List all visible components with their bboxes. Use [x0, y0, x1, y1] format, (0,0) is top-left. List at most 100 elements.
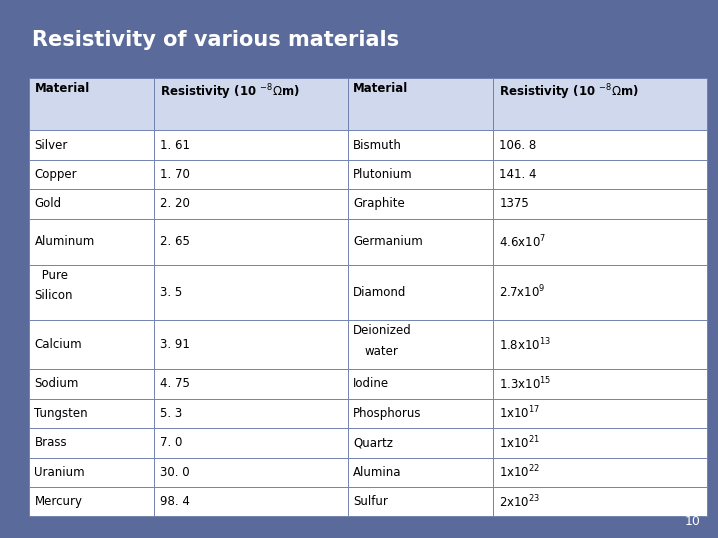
- Text: water: water: [364, 345, 398, 358]
- Bar: [29, 265, 154, 320]
- Text: Iodine: Iodine: [353, 378, 389, 391]
- Text: Material: Material: [353, 82, 409, 95]
- Text: 10: 10: [684, 515, 700, 528]
- Text: 106. 8: 106. 8: [499, 139, 536, 152]
- Text: Silicon: Silicon: [34, 289, 73, 302]
- Bar: [348, 428, 493, 458]
- Text: Phosphorus: Phosphorus: [353, 407, 422, 420]
- Bar: [154, 428, 348, 458]
- Text: Germanium: Germanium: [353, 235, 423, 248]
- Bar: [154, 487, 348, 516]
- Bar: [493, 399, 707, 428]
- Bar: [29, 320, 154, 369]
- Text: Aluminum: Aluminum: [34, 235, 95, 248]
- Text: Brass: Brass: [34, 436, 67, 449]
- Text: 30. 0: 30. 0: [160, 466, 190, 479]
- Bar: [348, 265, 493, 320]
- Bar: [29, 189, 154, 219]
- Text: 1x10$^{22}$: 1x10$^{22}$: [499, 464, 541, 480]
- Bar: [493, 369, 707, 399]
- Text: Resistivity (10 $^{-8}\Omega$m): Resistivity (10 $^{-8}\Omega$m): [499, 82, 639, 102]
- Text: 1x10$^{17}$: 1x10$^{17}$: [499, 405, 541, 422]
- Bar: [348, 487, 493, 516]
- Text: 98. 4: 98. 4: [160, 495, 190, 508]
- Text: 3. 5: 3. 5: [160, 286, 182, 299]
- Text: 1x10$^{21}$: 1x10$^{21}$: [499, 435, 541, 451]
- Bar: [348, 399, 493, 428]
- Text: 5. 3: 5. 3: [160, 407, 182, 420]
- Text: Mercury: Mercury: [34, 495, 83, 508]
- Bar: [493, 189, 707, 219]
- Text: 2. 65: 2. 65: [160, 235, 190, 248]
- Bar: [154, 458, 348, 487]
- Bar: [29, 458, 154, 487]
- Text: Quartz: Quartz: [353, 436, 393, 449]
- Text: Pure: Pure: [38, 269, 68, 282]
- Bar: [154, 189, 348, 219]
- Bar: [348, 458, 493, 487]
- Text: Sodium: Sodium: [34, 378, 79, 391]
- Text: Graphite: Graphite: [353, 197, 405, 210]
- Text: Resistivity (10 $^{-8}\Omega$m): Resistivity (10 $^{-8}\Omega$m): [160, 82, 299, 102]
- Bar: [154, 160, 348, 189]
- Bar: [348, 219, 493, 265]
- Bar: [348, 160, 493, 189]
- Text: 4. 75: 4. 75: [160, 378, 190, 391]
- Bar: [493, 160, 707, 189]
- Text: Diamond: Diamond: [353, 286, 406, 299]
- Text: 7. 0: 7. 0: [160, 436, 182, 449]
- Bar: [493, 78, 707, 130]
- Bar: [493, 320, 707, 369]
- Bar: [493, 219, 707, 265]
- Bar: [154, 78, 348, 130]
- Text: 2.7x10$^{9}$: 2.7x10$^{9}$: [499, 284, 546, 301]
- Bar: [154, 369, 348, 399]
- Bar: [29, 487, 154, 516]
- Text: Copper: Copper: [34, 168, 77, 181]
- Bar: [29, 160, 154, 189]
- Text: Silver: Silver: [34, 139, 67, 152]
- Bar: [29, 369, 154, 399]
- Bar: [154, 265, 348, 320]
- Text: 1. 70: 1. 70: [160, 168, 190, 181]
- Text: Material: Material: [34, 82, 90, 95]
- Bar: [348, 130, 493, 160]
- Text: 141. 4: 141. 4: [499, 168, 537, 181]
- Bar: [154, 219, 348, 265]
- Text: Deionized: Deionized: [353, 324, 412, 337]
- Bar: [493, 487, 707, 516]
- Bar: [29, 130, 154, 160]
- Text: 3. 91: 3. 91: [160, 338, 190, 351]
- Text: 1. 61: 1. 61: [160, 139, 190, 152]
- Bar: [493, 458, 707, 487]
- Text: Gold: Gold: [34, 197, 62, 210]
- Text: Bismuth: Bismuth: [353, 139, 402, 152]
- Text: 2x10$^{23}$: 2x10$^{23}$: [499, 493, 541, 510]
- Bar: [154, 130, 348, 160]
- Bar: [29, 428, 154, 458]
- Text: 1.3x10$^{15}$: 1.3x10$^{15}$: [499, 376, 551, 392]
- Text: Tungsten: Tungsten: [34, 407, 88, 420]
- Text: Alumina: Alumina: [353, 466, 402, 479]
- Bar: [154, 320, 348, 369]
- Bar: [29, 399, 154, 428]
- Text: Calcium: Calcium: [34, 338, 82, 351]
- Text: Resistivity of various materials: Resistivity of various materials: [32, 30, 399, 49]
- Text: 2. 20: 2. 20: [160, 197, 190, 210]
- Text: Plutonium: Plutonium: [353, 168, 413, 181]
- Bar: [29, 219, 154, 265]
- Bar: [348, 320, 493, 369]
- Text: 1.8x10$^{13}$: 1.8x10$^{13}$: [499, 336, 551, 353]
- Bar: [348, 189, 493, 219]
- Bar: [348, 78, 493, 130]
- Text: 4.6x10$^{7}$: 4.6x10$^{7}$: [499, 233, 546, 250]
- Bar: [29, 78, 154, 130]
- Bar: [493, 428, 707, 458]
- Bar: [493, 130, 707, 160]
- Bar: [348, 369, 493, 399]
- Bar: [493, 265, 707, 320]
- Text: Sulfur: Sulfur: [353, 495, 388, 508]
- Bar: [154, 399, 348, 428]
- Text: 1375: 1375: [499, 197, 529, 210]
- Text: Uranium: Uranium: [34, 466, 85, 479]
